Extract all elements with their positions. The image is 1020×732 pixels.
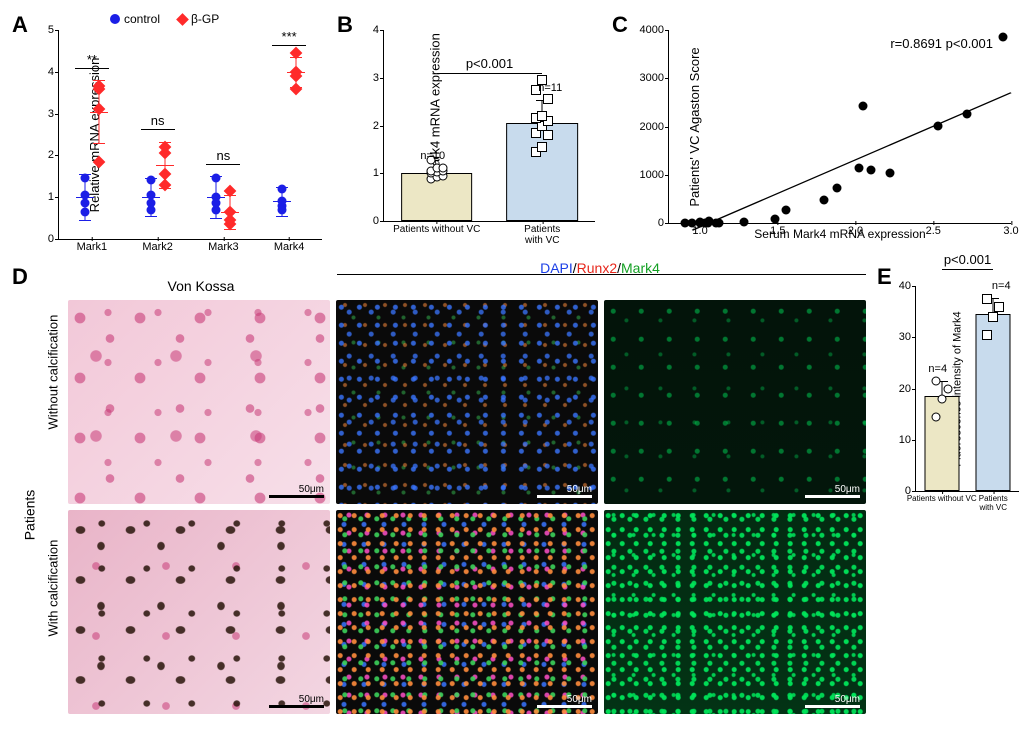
scalebar: 50μm — [537, 694, 592, 708]
row-label-2: With calcification — [46, 600, 61, 636]
col-header-1: Von Kossa — [168, 278, 235, 294]
panel-c-chart: Patients' VC Agaston Score Serum Mark4 m… — [668, 30, 1011, 224]
panel-d: D Von Kossa DAPI/Runx2/Mark4 Patients Wi… — [10, 262, 870, 722]
panel-b: B Serum Mark4 mRNA expression 01234Patie… — [335, 10, 605, 260]
panel-a-chart: Relative mRNA expression 012345Mark1**Ma… — [58, 30, 322, 240]
panel-a-label: A — [12, 12, 28, 38]
scalebar: 50μm — [805, 694, 860, 708]
img-merge-calc: 50μm — [336, 510, 598, 714]
col-header-stain: DAPI/Runx2/Mark4 — [540, 260, 660, 276]
img-mark4-calc: 50μm — [604, 510, 866, 714]
legend-bgp-label: β-GP — [191, 12, 219, 26]
img-mark4-no-calc: 50μm — [604, 300, 866, 504]
scalebar: 50μm — [269, 694, 324, 708]
panel-d-grid: 50μm 50μm 50μm 50μm 50μm 50μm — [68, 300, 866, 714]
scalebar: 50μm — [537, 484, 592, 498]
side-label-patients: Patients — [21, 490, 37, 541]
img-vk-calc: 50μm — [68, 510, 330, 714]
panel-b-chart: Serum Mark4 mRNA expression 01234Patient… — [383, 30, 595, 222]
panel-c-label: C — [612, 12, 628, 38]
panel-c: C Patients' VC Agaston Score Serum Mark4… — [610, 10, 1020, 260]
panel-b-label: B — [337, 12, 353, 38]
scalebar: 50μm — [269, 484, 324, 498]
panel-e-label: E — [877, 264, 892, 290]
legend-bgp-icon — [176, 13, 189, 26]
legend-control-icon — [110, 14, 120, 24]
panel-a-legend: control β-GP — [110, 12, 219, 26]
img-merge-no-calc: 50μm — [336, 300, 598, 504]
panel-d-label: D — [12, 264, 28, 290]
row-label-1: Without calcification — [46, 393, 61, 429]
img-vk-no-calc: 50μm — [68, 300, 330, 504]
panel-e: E Fluorescence intensity of Mark4 010203… — [875, 262, 1020, 722]
scalebar: 50μm — [805, 484, 860, 498]
panel-e-chart: Fluorescence intensity of Mark4 01020304… — [915, 286, 1019, 492]
legend-control-label: control — [124, 12, 160, 26]
panel-a: A control β-GP Relative mRNA expression … — [10, 10, 330, 260]
